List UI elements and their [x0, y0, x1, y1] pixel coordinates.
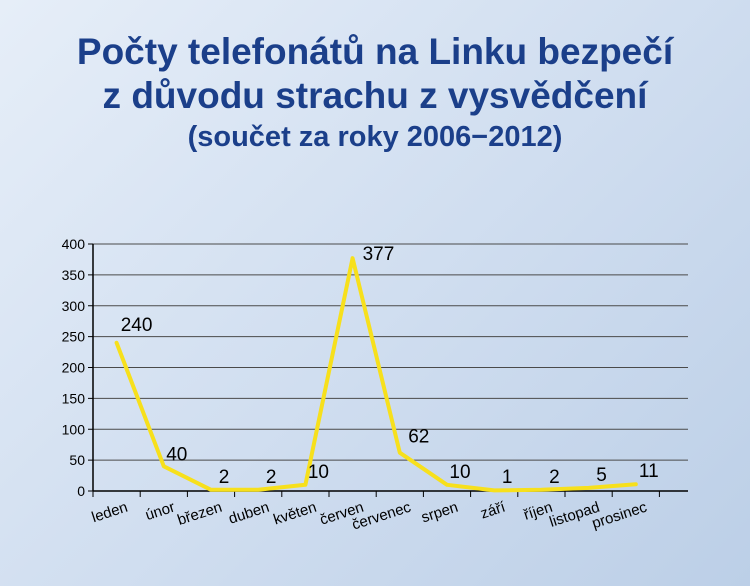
chart-subtitle: (součet za roky 2006−2012) — [187, 121, 563, 153]
series-line — [114, 256, 638, 493]
data-label: 240 — [121, 315, 153, 336]
data-label: 11 — [639, 461, 659, 482]
x-category-label: leden — [90, 499, 130, 527]
y-tick-label: 100 — [62, 421, 86, 437]
y-tick-label: 50 — [69, 452, 85, 468]
x-category-label: prosinec — [590, 498, 650, 532]
data-label: 10 — [449, 462, 470, 483]
x-category-label: srpen — [419, 499, 460, 527]
data-label: 62 — [408, 427, 429, 448]
data-label: 2 — [266, 467, 277, 488]
data-label: 1 — [502, 467, 513, 488]
y-tick-label: 300 — [62, 298, 86, 314]
y-tick-label: 200 — [62, 360, 86, 376]
data-label: 5 — [596, 465, 607, 486]
x-category-label: květen — [271, 499, 318, 529]
y-tick-label: 350 — [62, 267, 86, 283]
data-label: 2 — [549, 467, 560, 488]
chart-title-block: Počty telefonátů na Linku bezpečí z důvo… — [0, 30, 750, 154]
y-tick-label: 250 — [62, 329, 86, 345]
chart-title-line-1: Počty telefonátů na Linku bezpečí — [76, 31, 674, 72]
data-label: 377 — [363, 244, 395, 265]
chart-title-line-2: z důvodu strachu z vysvědčení — [102, 75, 648, 116]
data-label: 40 — [166, 444, 187, 465]
y-tick-label: 400 — [62, 236, 86, 252]
y-tick-label: 150 — [62, 390, 86, 406]
data-label: 10 — [308, 462, 329, 483]
y-tick-label: 0 — [77, 483, 85, 499]
x-category-label: únor — [143, 499, 177, 524]
x-category-label: září — [478, 498, 508, 522]
data-label: 2 — [219, 467, 230, 488]
x-category-label: duben — [227, 499, 272, 528]
x-category-label: březen — [175, 499, 224, 529]
